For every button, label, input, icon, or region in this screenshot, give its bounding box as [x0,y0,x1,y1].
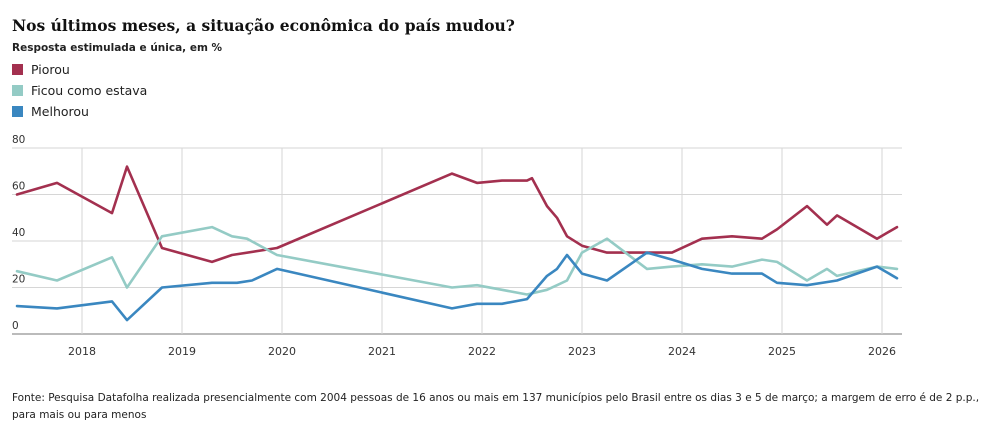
y-tick-label: 20 [12,274,25,286]
x-tick-label: 2023 [568,345,596,358]
legend-item-ficou: Ficou como estava [12,80,147,101]
x-tick-label: 2021 [368,345,396,358]
legend-label-piorou: Piorou [31,62,70,77]
y-tick-label: 60 [12,181,25,193]
x-tick-label: 2025 [768,345,796,358]
legend-swatch-melhorou [12,106,23,117]
legend-label-ficou: Ficou como estava [31,83,147,98]
chart-subtitle: Resposta estimulada e única, em % [12,42,222,54]
x-tick-label: 2026 [868,345,896,358]
legend-swatch-ficou [12,85,23,96]
source-note: Fonte: Pesquisa Datafolha realizada pres… [12,390,984,424]
legend-item-melhorou: Melhorou [12,101,147,122]
series-line-piorou [17,167,897,262]
x-tick-label: 2024 [668,345,696,358]
y-tick-label: 0 [12,320,19,332]
x-tick-label: 2019 [168,345,196,358]
line-chart: 0 20 40 60 80 2018 2019 2020 2021 2022 2023 2024 202… [0,130,996,370]
y-tick-label: 40 [12,227,25,239]
y-tick-label: 80 [12,134,25,146]
legend: Piorou Ficou como estava Melhorou [12,59,147,122]
chart-title: Nos últimos meses, a situação econômica … [12,16,515,35]
legend-label-melhorou: Melhorou [31,104,89,119]
x-tick-label: 2020 [268,345,296,358]
legend-swatch-piorou [12,64,23,75]
x-tick-label: 2018 [68,345,96,358]
x-tick-label: 2022 [468,345,496,358]
legend-item-piorou: Piorou [12,59,147,80]
